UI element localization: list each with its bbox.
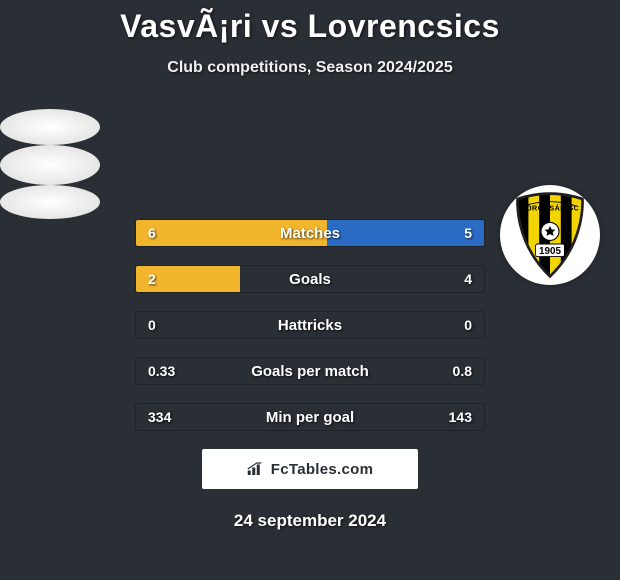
left-team-badge-placeholder-1: [0, 109, 100, 145]
stats-area: 6Matches5 2Goals4 0Hattricks0 0.33Goals per…: [0, 219, 620, 431]
bar-chart-icon: [247, 462, 265, 476]
stat-row: 2Goals4: [135, 265, 485, 293]
stat-label: Min per goal: [136, 404, 484, 430]
stat-value-right: 0: [464, 312, 472, 338]
comparison-card: VasvÃ¡ri vs Lovrencsics Club competition…: [0, 0, 620, 531]
page-title: VasvÃ¡ri vs Lovrencsics: [0, 8, 620, 45]
stat-row: 334Min per goal143: [135, 403, 485, 431]
stat-value-right: 4: [464, 266, 472, 292]
footer-date: 24 september 2024: [0, 511, 620, 531]
stat-value-right: 5: [464, 220, 472, 246]
branding-badge[interactable]: FcTables.com: [202, 449, 418, 489]
stat-row: 0.33Goals per match0.8: [135, 357, 485, 385]
left-team-badge-placeholder-2: [0, 145, 100, 185]
stat-value-right: 0.8: [453, 358, 472, 384]
stat-row: 0Hattricks0: [135, 311, 485, 339]
season-subtitle: Club competitions, Season 2024/2025: [0, 59, 620, 77]
svg-text:SOROKSÁR SC: SOROKSÁR SC: [521, 204, 579, 213]
branding-text: FcTables.com: [271, 461, 374, 478]
stat-row: 6Matches5: [135, 219, 485, 247]
stat-label: Goals: [136, 266, 484, 292]
stat-label: Matches: [136, 220, 484, 246]
stat-value-right: 143: [449, 404, 472, 430]
stat-label: Goals per match: [136, 358, 484, 384]
right-team-badge-placeholder: [0, 185, 100, 219]
stat-label: Hattricks: [136, 312, 484, 338]
